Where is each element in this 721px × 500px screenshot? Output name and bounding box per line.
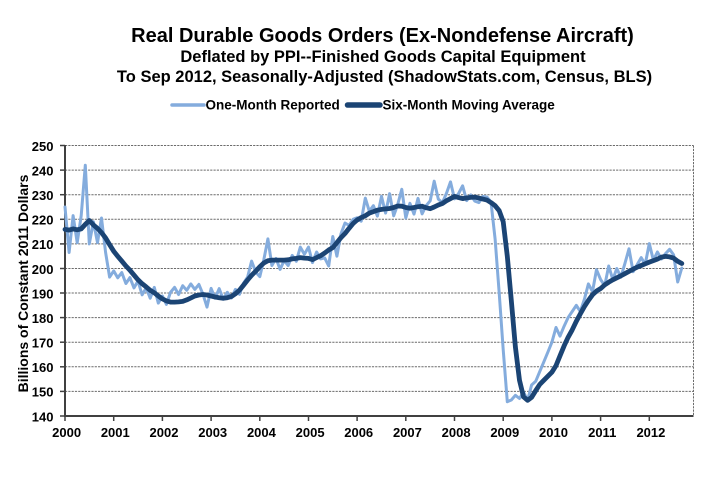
svg-text:2010: 2010 [539,425,568,440]
svg-text:2008: 2008 [442,425,471,440]
svg-text:2001: 2001 [101,425,130,440]
svg-text:140: 140 [32,409,54,424]
svg-text:2006: 2006 [344,425,373,440]
svg-text:230: 230 [32,188,54,203]
svg-text:Billions of Constant 2011 Doll: Billions of Constant 2011 Dollars [15,174,31,392]
svg-text:240: 240 [32,163,54,178]
svg-text:2005: 2005 [296,425,325,440]
svg-text:170: 170 [32,336,54,351]
svg-text:180: 180 [32,311,54,326]
svg-text:2000: 2000 [52,425,81,440]
svg-text:2002: 2002 [150,425,179,440]
svg-text:250: 250 [32,139,54,154]
svg-text:2003: 2003 [198,425,227,440]
svg-text:220: 220 [32,213,54,228]
svg-text:160: 160 [32,360,54,375]
svg-text:200: 200 [32,262,54,277]
svg-text:150: 150 [32,385,54,400]
svg-text:To Sep 2012, Seasonally-Adjust: To Sep 2012, Seasonally-Adjusted (Shadow… [117,68,652,86]
svg-text:Real Durable Goods Orders (Ex-: Real Durable Goods Orders (Ex-Nondefense… [131,25,634,47]
svg-text:Deflated by PPI--Finished Good: Deflated by PPI--Finished Goods Capital … [180,48,586,66]
svg-text:2007: 2007 [393,425,422,440]
svg-text:Six-Month Moving Average: Six-Month Moving Average [383,98,556,113]
svg-text:2004: 2004 [247,425,277,440]
svg-text:One-Month Reported: One-Month Reported [206,98,340,113]
svg-text:2009: 2009 [490,425,519,440]
svg-text:210: 210 [32,237,54,252]
svg-text:190: 190 [32,286,54,301]
svg-text:2012: 2012 [636,425,665,440]
svg-text:2011: 2011 [588,425,616,440]
